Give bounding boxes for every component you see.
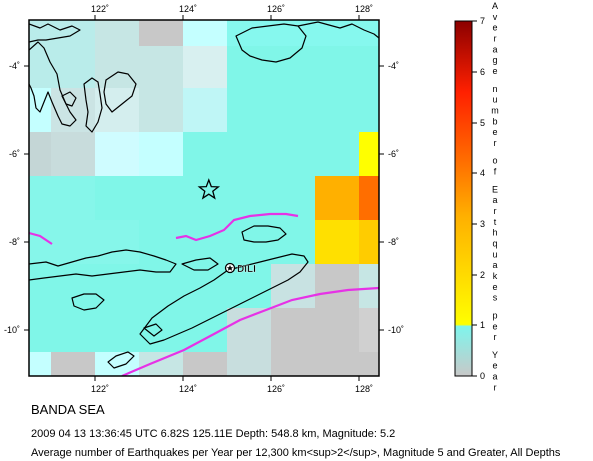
- scale-label-4: 4: [480, 168, 485, 178]
- scale-label-6: 6: [480, 67, 485, 77]
- rate-description: Average number of Earthquakes per Year p…: [31, 447, 561, 459]
- legend-title-letter: r: [494, 138, 497, 148]
- legend-title-letter: A: [492, 1, 498, 11]
- sulawesi-coast: [29, 41, 77, 127]
- legend-title-letter: g: [492, 55, 497, 65]
- plate-boundary-south: [121, 286, 379, 376]
- lon-label-bottom-124: 124˚: [179, 384, 197, 394]
- lat-label-right-6: -6˚: [388, 149, 399, 159]
- plate-boundary-west: [29, 231, 53, 245]
- scale-label-0: 0: [480, 371, 485, 381]
- legend-title-letter: r: [494, 332, 497, 342]
- scale-label-1: 1: [480, 320, 485, 330]
- legend-title-letter: e: [492, 321, 497, 331]
- legend-title-letter: a: [492, 372, 497, 382]
- legend-title-letter: m: [491, 105, 499, 115]
- lat-label-left-8: -8˚: [9, 237, 20, 247]
- plate-boundary-north: [175, 212, 299, 242]
- legend-title-letter: e: [492, 66, 497, 76]
- dili-star-icon: [226, 265, 234, 271]
- map-frame: [28, 19, 380, 377]
- sumba-island: [71, 293, 105, 311]
- legend-title-letter: a: [492, 260, 497, 270]
- legend-title-letter: f: [494, 167, 497, 177]
- legend-title-letter: e: [492, 361, 497, 371]
- rote-island: [107, 351, 135, 369]
- legend-title-letter: a: [492, 44, 497, 54]
- lat-label-right-8: -8˚: [388, 237, 399, 247]
- region-title: BANDA SEA: [31, 402, 105, 417]
- scale-label-5: 5: [480, 118, 485, 128]
- lon-label-top-128: 128˚: [355, 4, 373, 14]
- legend-title-letter: h: [492, 228, 497, 238]
- lon-label-top-126: 126˚: [267, 4, 285, 14]
- legend-title-letter: o: [492, 156, 497, 166]
- wetar-island: [241, 225, 287, 243]
- timor-island: [139, 253, 309, 345]
- rate-grid: [29, 20, 379, 376]
- lon-label-bottom-122: 122˚: [91, 384, 109, 394]
- lon-label-bottom-126: 126˚: [267, 384, 285, 394]
- lat-label-left-4: -4˚: [9, 61, 20, 71]
- scale-label-3: 3: [480, 219, 485, 229]
- buru-island: [235, 23, 307, 63]
- lat-label-left-10: -10˚: [4, 325, 20, 335]
- legend-title-letter: s: [493, 293, 498, 303]
- legend-title-letter: r: [494, 206, 497, 216]
- legend-title-letter: t: [494, 217, 497, 227]
- legend-title-letter: u: [492, 249, 497, 259]
- legend-title-letter: e: [492, 282, 497, 292]
- legend-title-letter: b: [492, 116, 497, 126]
- epicenter-star-icon: [197, 178, 221, 200]
- map-ticks: [24, 15, 384, 381]
- plate-boundaries: [29, 212, 379, 376]
- legend-title-letter: Y: [492, 350, 498, 360]
- lat-label-right-10: -10˚: [388, 325, 404, 335]
- lat-label-left-6: -6˚: [9, 149, 20, 159]
- scale-label-2: 2: [480, 270, 485, 280]
- legend-title-letter: r: [494, 34, 497, 44]
- scale-label-7: 7: [480, 16, 485, 26]
- lon-label-bottom-128: 128˚: [355, 384, 373, 394]
- buton-island: [83, 77, 103, 133]
- legend-title-letter: E: [492, 184, 498, 194]
- legend-title-letter: k: [493, 271, 498, 281]
- event-details: 2009 04 13 13:36:45 UTC 6.82S 125.11E De…: [31, 428, 396, 440]
- lon-label-top-122: 122˚: [91, 4, 109, 14]
- legend-title-letter: p: [492, 310, 497, 320]
- legend-title-letter: e: [492, 127, 497, 137]
- legend-title-letter: a: [492, 195, 497, 205]
- legend-title-letter: e: [492, 23, 497, 33]
- legend-title-letter: n: [492, 84, 497, 94]
- lon-label-top-124: 124˚: [179, 4, 197, 14]
- legend-title-letter: r: [494, 382, 497, 392]
- legend-title-letter: u: [492, 95, 497, 105]
- color-scale-bar: [454, 20, 473, 377]
- color-scale-ticks: [472, 20, 477, 377]
- legend-title-letter: q: [492, 239, 497, 249]
- coastlines: [29, 21, 379, 369]
- dili-label: DILI: [237, 264, 256, 275]
- flores-coast: [29, 249, 177, 281]
- legend-title-letter: v: [493, 12, 498, 22]
- lat-label-right-4: -4˚: [388, 61, 399, 71]
